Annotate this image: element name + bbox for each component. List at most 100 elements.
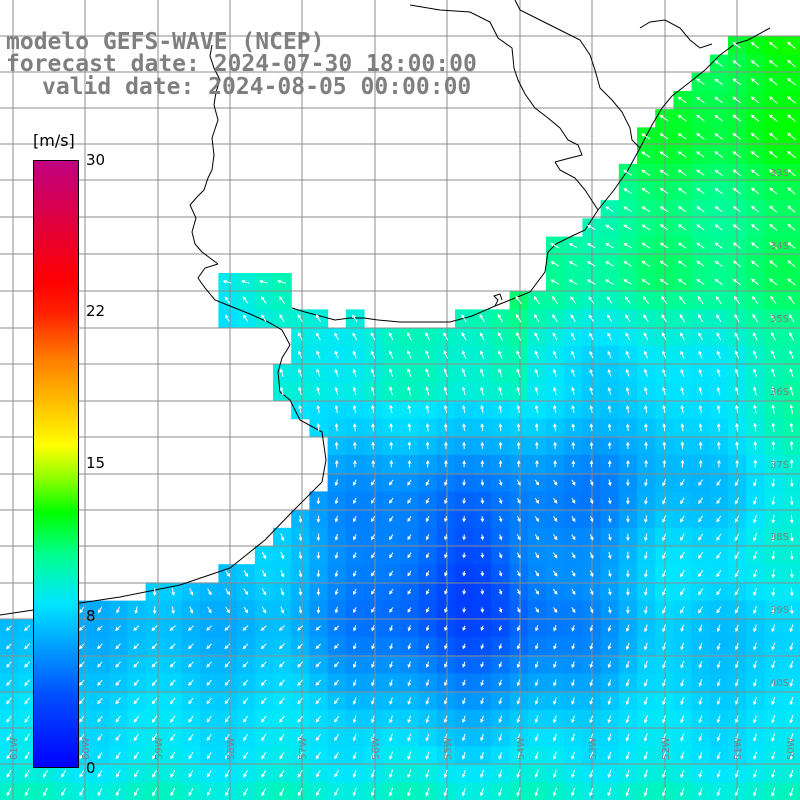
wind-arrow [696, 78, 705, 86]
wind-arrow [750, 41, 760, 49]
wind-arrow [443, 769, 448, 779]
longitude-label: 54W [516, 737, 527, 760]
wind-arrow [189, 588, 194, 596]
wind-arrow [789, 386, 794, 396]
wind-arrow [6, 769, 12, 778]
wind-arrow [677, 115, 687, 122]
wind-arrow [534, 679, 539, 687]
wind-arrow [370, 733, 375, 742]
longitude-label: 56W [371, 737, 382, 760]
wind-arrow [116, 606, 121, 614]
wind-arrow [152, 751, 158, 760]
wind-arrow [643, 332, 649, 341]
wind-arrow [589, 625, 594, 632]
wind-arrow [589, 332, 594, 341]
wind-arrow [605, 224, 614, 231]
wind-arrow [279, 314, 285, 323]
wind-arrow [534, 479, 540, 486]
wind-arrow [552, 787, 557, 797]
latitude-label: 34S [770, 241, 789, 252]
wind-arrow [170, 769, 176, 778]
wind-arrow [133, 751, 139, 760]
longitude-label: 52W [661, 737, 672, 760]
wind-vectors [5, 41, 796, 797]
wind-arrow [716, 497, 722, 505]
wind-arrow [753, 551, 758, 560]
wind-arrow [750, 151, 760, 159]
wind-arrow [607, 441, 612, 450]
wind-arrow [389, 570, 394, 577]
wind-arrow [425, 479, 430, 486]
wind-arrow [353, 459, 357, 468]
wind-arrow [352, 679, 357, 687]
wind-arrow [607, 733, 612, 742]
wind-arrow [534, 404, 539, 414]
wind-arrow [643, 314, 649, 323]
wind-arrow [425, 534, 430, 541]
wind-arrow [606, 296, 613, 304]
wind-arrow [753, 715, 757, 724]
wind-arrow [279, 368, 284, 377]
wind-arrow [625, 441, 630, 450]
wind-arrow [698, 368, 703, 377]
wind-arrow [680, 497, 685, 505]
wind-arrow [353, 534, 357, 541]
longitude-label: 51W [733, 737, 744, 760]
wind-arrow [750, 60, 760, 68]
wind-arrow [643, 733, 648, 742]
wind-arrow [79, 751, 85, 760]
wind-arrow [516, 570, 521, 577]
wind-arrow [279, 697, 285, 705]
wind-arrow [225, 570, 230, 577]
wind-arrow [389, 607, 394, 613]
wind-arrow [334, 479, 339, 487]
wind-arrow [626, 588, 630, 596]
wind-arrow [334, 386, 339, 396]
wind-arrow [768, 150, 778, 159]
wind-arrow [586, 261, 596, 267]
wind-arrow [261, 569, 267, 578]
wind-arrow [278, 625, 285, 631]
wind-arrow [225, 588, 230, 596]
wind-arrow [589, 679, 594, 687]
wind-arrow [535, 625, 539, 632]
wind-arrow [462, 516, 466, 523]
wind-arrow [243, 715, 249, 723]
wind-arrow [571, 423, 576, 432]
wind-arrow [260, 661, 267, 668]
wind-arrow [407, 643, 412, 650]
wind-arrow [353, 625, 357, 632]
wind-arrow [152, 787, 158, 797]
wind-arrow [788, 313, 795, 323]
wind-arrow [297, 715, 303, 723]
wind-arrow [789, 787, 794, 797]
longitude-label: 61W [9, 737, 20, 760]
wind-arrow [770, 313, 777, 323]
wind-arrow [407, 386, 412, 396]
wind-arrow [571, 404, 575, 414]
wind-arrow [753, 515, 757, 524]
wind-arrow [498, 534, 503, 541]
wind-arrow [371, 497, 376, 504]
longitude-label: 58W [226, 737, 237, 760]
wind-arrow [589, 441, 594, 450]
wind-arrow [407, 479, 412, 486]
wind-arrow [187, 625, 194, 631]
wind-arrow [570, 314, 576, 323]
wind-arrow [771, 678, 776, 687]
wind-arrow [206, 751, 212, 760]
wind-arrow [280, 606, 285, 614]
wind-arrow [389, 733, 393, 742]
wind-arrow [188, 697, 194, 705]
wind-arrow [789, 532, 794, 542]
wind-arrow [298, 588, 303, 596]
wind-arrow [644, 515, 648, 524]
wind-arrow [462, 479, 466, 487]
wind-arrow [444, 607, 448, 613]
wind-arrow [771, 751, 776, 760]
wind-arrow [515, 295, 522, 305]
wind-arrow [553, 459, 557, 468]
wind-arrow [571, 534, 576, 541]
wind-arrow [407, 516, 412, 522]
